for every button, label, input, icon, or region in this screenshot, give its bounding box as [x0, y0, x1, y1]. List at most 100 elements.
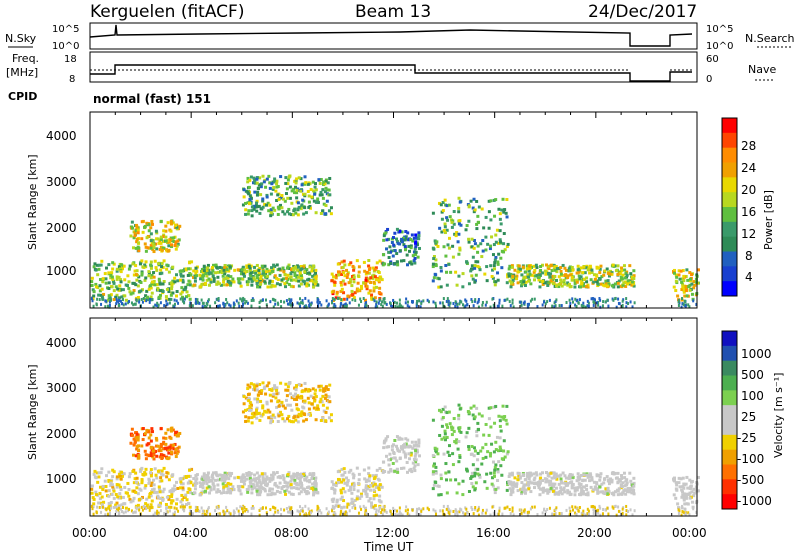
velocity-cell — [402, 466, 406, 470]
power-cell — [306, 182, 310, 186]
velocity-cell — [252, 413, 256, 417]
power-cell — [90, 280, 94, 284]
power-cell — [272, 305, 275, 309]
velocity-cell — [299, 396, 303, 400]
velocity-cell — [522, 484, 526, 488]
velocity-cell — [285, 394, 289, 398]
velocity-cell — [592, 480, 596, 484]
power-cell — [365, 285, 369, 289]
power-cell — [440, 210, 444, 214]
velocity-cell — [261, 412, 265, 416]
velocity-cell — [617, 505, 620, 509]
power-cell — [382, 238, 386, 242]
velocity-colorbar-segment — [722, 434, 737, 451]
power-cell — [581, 284, 585, 288]
velocity-cell — [684, 496, 688, 500]
velocity-cell — [376, 513, 379, 517]
velocity-cell — [393, 456, 397, 460]
power-cell — [252, 276, 256, 280]
velocity-cell — [266, 493, 270, 497]
power-cell — [160, 248, 164, 252]
velocity-cell — [631, 490, 635, 494]
power-cell — [557, 282, 561, 286]
power-cell — [431, 246, 435, 250]
power-cell — [97, 263, 101, 267]
power-cell — [148, 284, 152, 288]
velocity-cell — [140, 495, 144, 499]
velocity-cell — [411, 446, 415, 450]
velocity-cell — [499, 429, 503, 433]
velocity-cell — [288, 505, 291, 509]
velocity-cell — [522, 490, 526, 494]
power-cell — [506, 275, 510, 279]
power-cell — [618, 272, 622, 276]
power-cell — [551, 282, 555, 286]
velocity-cell — [96, 505, 99, 509]
velocity-cell — [166, 428, 170, 432]
power-cell — [316, 197, 320, 201]
power-cell — [157, 241, 161, 245]
power-cell — [512, 305, 515, 309]
velocity-cell — [295, 395, 299, 399]
velocity-cell — [623, 484, 627, 488]
velocity-cell — [345, 476, 349, 480]
power-cell — [444, 264, 448, 268]
power-cell — [283, 212, 287, 216]
velocity-cell — [243, 506, 246, 510]
power-cell — [357, 303, 360, 307]
power-cell — [339, 289, 343, 293]
velocity-cell — [269, 508, 272, 512]
velocity-cell — [166, 510, 169, 514]
velocity-cell — [491, 484, 495, 488]
velocity-cell — [176, 450, 180, 454]
velocity-cell — [443, 429, 447, 433]
power-cell — [381, 261, 385, 265]
power-cell — [476, 214, 480, 218]
power-cell — [290, 268, 294, 272]
power-cell — [172, 236, 176, 240]
velocity-cell — [346, 505, 349, 509]
power-cell — [160, 271, 164, 275]
power-cell — [431, 262, 435, 266]
vel-cbar-tick-1000: 1000 — [741, 347, 772, 361]
power-cell — [298, 302, 301, 306]
velocity-cell — [537, 483, 541, 487]
power-cell — [598, 297, 601, 301]
power-cell — [155, 303, 158, 307]
velocity-cell — [385, 454, 389, 458]
velocity-cell — [672, 493, 676, 497]
velocity-cell — [398, 506, 401, 510]
velocity-cell — [502, 439, 506, 443]
power-cell — [566, 274, 570, 278]
power-cell — [136, 231, 140, 235]
power-cell — [138, 300, 141, 304]
power-cell — [241, 265, 245, 269]
velocity-cell — [107, 494, 111, 498]
velocity-cell — [265, 511, 268, 515]
power-cell — [383, 300, 386, 304]
power-cell — [340, 287, 344, 291]
velocity-cell — [161, 454, 165, 458]
velocity-cell — [335, 498, 339, 502]
power-cell — [437, 201, 441, 205]
power-cell — [221, 274, 225, 278]
velocity-cell — [150, 430, 154, 434]
power-cell — [299, 268, 303, 272]
power-cell — [330, 279, 334, 283]
velocity-cell — [622, 506, 625, 510]
power-cell — [117, 298, 120, 302]
power-cell — [586, 285, 590, 289]
power-cell — [470, 267, 474, 271]
power-cell — [261, 199, 265, 203]
power-cell — [368, 266, 372, 270]
power-cell — [287, 212, 291, 216]
power-cell — [248, 194, 252, 198]
velocity-cell — [310, 477, 314, 481]
velocity-cell — [303, 399, 307, 403]
velocity-cell — [446, 504, 449, 508]
power-cell — [549, 264, 553, 268]
power-cell — [222, 280, 226, 284]
power-cell — [272, 284, 276, 288]
power-cell — [224, 276, 228, 280]
power-cell — [566, 276, 570, 280]
